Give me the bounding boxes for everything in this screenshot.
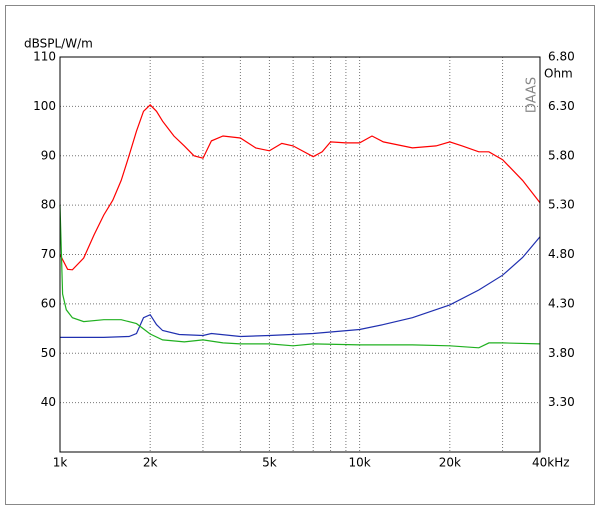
- y-tick-label: 40: [41, 395, 56, 409]
- x-tick-label: 10k: [349, 456, 371, 470]
- y-tick-label: 110: [33, 50, 56, 64]
- y-tick-label: 70: [41, 247, 56, 261]
- frame: [5, 5, 595, 505]
- x-tick-label: 5k: [262, 456, 277, 470]
- y-tick-label: 50: [41, 346, 56, 360]
- watermark: DAAS: [525, 77, 540, 113]
- y-tick-label: 60: [41, 296, 56, 310]
- x-tick-label: 20k: [439, 456, 461, 470]
- x-tick-label: 1k: [53, 456, 68, 470]
- y2-tick-label: 6.80: [548, 50, 575, 64]
- plot-border: [59, 56, 541, 453]
- y2-tick-label: 5.80: [548, 148, 575, 162]
- y2-tick-label: 3.80: [548, 346, 575, 360]
- data-line: [59, 205, 541, 349]
- data-line: [59, 104, 541, 271]
- y-axis-label: dBSPL/W/m: [24, 37, 93, 51]
- y2-tick-label: 4.80: [548, 247, 575, 261]
- y-tick-label: 90: [41, 148, 56, 162]
- x-tick-label: 40kHz: [532, 456, 570, 470]
- y2-tick-label: 6.30: [548, 99, 575, 113]
- y2-tick-label: 4.30: [548, 296, 575, 310]
- y2-tick-label: 5.30: [548, 198, 575, 212]
- y2-tick-label: 3.30: [548, 395, 575, 409]
- x-tick-label: 2k: [143, 456, 158, 470]
- y-tick-label: 100: [33, 99, 56, 113]
- y2-axis-label: Ohm: [544, 67, 573, 81]
- y-tick-label: 80: [41, 198, 56, 212]
